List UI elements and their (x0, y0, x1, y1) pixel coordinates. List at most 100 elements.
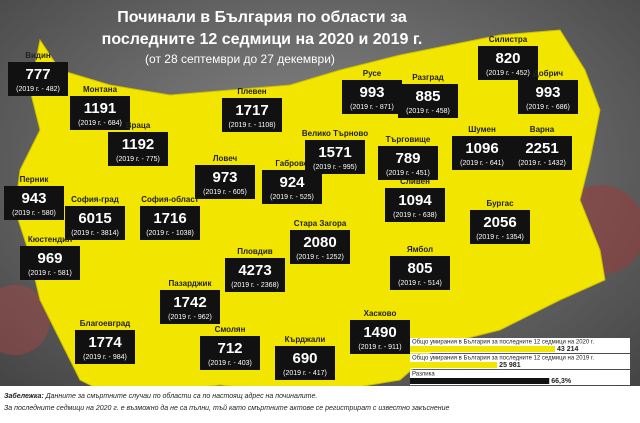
region-box (470, 210, 530, 244)
region-value: 969 (37, 250, 62, 267)
region-previous: (2019 г. - 984) (83, 354, 127, 361)
region-name: Кърджали (285, 335, 326, 344)
region-box (262, 170, 322, 204)
region-box (378, 146, 438, 180)
region-value: 2251 (525, 140, 558, 157)
region-previous: (2019 г. - 1354) (476, 234, 524, 241)
region-name: Стара Загора (294, 219, 347, 228)
region-previous: (2019 г. - 451) (386, 170, 430, 177)
region-value: 943 (21, 190, 46, 207)
region-box (275, 346, 335, 380)
region-value: 789 (395, 150, 420, 167)
legend-value: 43 214 (557, 346, 579, 353)
region-previous: (2019 г. - 581) (28, 270, 72, 277)
region-box (140, 206, 200, 240)
region-box (70, 96, 130, 130)
region-box (390, 256, 450, 290)
region-value: 820 (495, 50, 520, 67)
region-previous: (2019 г. - 2368) (231, 282, 279, 289)
region-value: 1717 (235, 102, 268, 119)
region-previous: (2019 г. - 684) (78, 120, 122, 127)
region-value: 2056 (483, 214, 516, 231)
region-value: 1571 (318, 144, 351, 161)
region-previous: (2019 г. - 452) (486, 70, 530, 77)
region-box (350, 320, 410, 354)
region-box (195, 165, 255, 199)
region-name: Монтана (83, 85, 118, 94)
title: Починали в България по области за (117, 9, 407, 26)
virus-image (0, 285, 50, 355)
region-value: 1742 (173, 294, 206, 311)
region-name: Смолян (215, 325, 246, 334)
legend-value: 66,3% (551, 378, 572, 385)
region-previous: (2019 г. - 1252) (296, 254, 344, 261)
region-value: 1716 (153, 210, 186, 227)
region-value: 1094 (398, 192, 432, 209)
region-name: Добрич (533, 69, 563, 78)
region-name: София-област (141, 195, 199, 204)
region-value: 1774 (88, 334, 122, 351)
region-value: 993 (535, 84, 560, 101)
region-name: Велико Търново (302, 129, 368, 138)
region-value: 1096 (465, 140, 498, 157)
legend-bar (410, 346, 555, 352)
region-previous: (2019 г. - 403) (208, 360, 252, 367)
region-name: Търговище (386, 135, 431, 144)
region-previous: (2019 г. - 1038) (146, 230, 194, 237)
footnote: За последните седмици на 2020 г. е възмо… (4, 404, 450, 412)
region-previous: (2019 г. - 417) (283, 370, 327, 377)
region-value: 4273 (238, 262, 271, 279)
region-value: 993 (359, 84, 384, 101)
region-value: 690 (292, 350, 317, 367)
region-previous: (2019 г. - 962) (168, 314, 212, 321)
region-previous: (2019 г. - 775) (116, 156, 160, 163)
title: последните 12 седмици на 2020 и 2019 г. (102, 31, 423, 48)
region-name: Пазарджик (169, 279, 213, 288)
region-name: Хасково (364, 309, 397, 318)
region-previous: (2019 г. - 514) (398, 280, 442, 287)
region-box (305, 140, 365, 174)
region-value: 1490 (363, 324, 396, 341)
region-box (8, 62, 68, 96)
region-value: 1191 (84, 100, 117, 117)
footnote: Забележка: Данните за смъртните случаи п… (4, 392, 317, 400)
region-name: Бургас (486, 199, 514, 208)
region-previous: (2019 г. - 995) (313, 164, 357, 171)
region-name: Перник (20, 175, 50, 184)
region-name: Враца (126, 121, 151, 130)
legend-bar (410, 378, 550, 384)
region-previous: (2019 г. - 686) (526, 104, 570, 111)
region-value: 6015 (78, 210, 111, 227)
region-previous: (2019 г. - 1432) (518, 160, 566, 167)
region-box (385, 188, 445, 222)
region-box (225, 258, 285, 292)
region-name: Пловдив (237, 247, 273, 256)
subtitle: (от 28 септември до 27 декември) (145, 52, 335, 66)
region-box (65, 206, 125, 240)
region-value: 1192 (122, 136, 155, 153)
region-box (290, 230, 350, 264)
region-name: Кюстендил (28, 235, 72, 244)
region-box (512, 136, 572, 170)
region-previous: (2019 г. - 871) (350, 104, 394, 111)
region-box (452, 136, 512, 170)
region-name: Ямбол (407, 245, 433, 254)
region-box (20, 246, 80, 280)
region-box (4, 186, 64, 220)
region-box (342, 80, 402, 114)
region-value: 777 (25, 66, 50, 83)
region-name: Видин (25, 51, 51, 60)
region-box (398, 84, 458, 118)
region-box (108, 132, 168, 166)
region-value: 2080 (303, 234, 336, 251)
region-previous: (2019 г. - 525) (270, 194, 314, 201)
region-previous: (2019 г. - 482) (16, 86, 60, 93)
footnote-bg (0, 386, 640, 418)
region-previous: (2019 г. - 1108) (228, 122, 275, 129)
region-name: Разград (412, 73, 444, 82)
region-value: 805 (407, 260, 432, 277)
region-name: Русе (363, 69, 382, 78)
region-name: Сливен (400, 177, 430, 186)
region-value: 885 (415, 88, 440, 105)
